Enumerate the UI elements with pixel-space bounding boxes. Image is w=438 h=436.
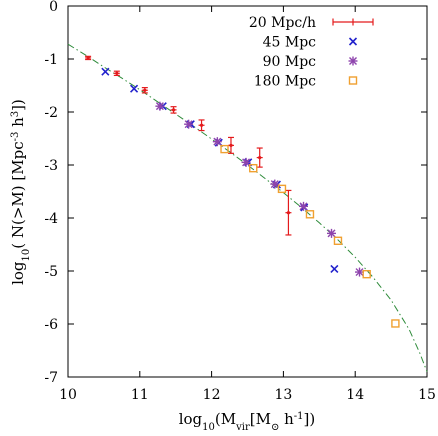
x-tick-label: 15 xyxy=(418,387,436,403)
x-tick-label: 12 xyxy=(203,387,221,403)
x-axis-title: log10(Mvir[M⊙ h-1]) xyxy=(179,410,316,433)
y-tick-label: -5 xyxy=(44,264,58,280)
marker-stroke xyxy=(101,67,110,76)
y-tick-label: 0 xyxy=(49,0,58,15)
error-bar-dot xyxy=(143,88,147,92)
data-point xyxy=(327,228,337,238)
legend-swatch xyxy=(348,76,358,85)
ylabel-mid2: h xyxy=(9,117,27,132)
marker-stroke xyxy=(249,163,258,173)
y-axis-title: log10( N(>M) [Mpc-3 h3]) xyxy=(9,99,32,285)
marker-stroke xyxy=(277,184,287,194)
data-point xyxy=(249,163,258,173)
data-point xyxy=(333,236,343,245)
marker-stroke xyxy=(220,144,229,154)
marker-stroke xyxy=(129,84,139,93)
marker-stroke xyxy=(362,269,371,279)
data-point xyxy=(184,119,194,129)
xlabel-mid3: h xyxy=(279,410,294,428)
data-point xyxy=(330,264,339,273)
data-point xyxy=(129,84,139,93)
error-bar-dot xyxy=(199,123,204,127)
legend-entry: 45 Mpc xyxy=(263,35,358,51)
error-bar-dot xyxy=(258,155,262,160)
error-bar-point xyxy=(227,136,234,154)
x-tick-label: 10 xyxy=(59,387,77,403)
data-point xyxy=(277,184,287,194)
data-point xyxy=(362,269,371,279)
y-tick-label: -7 xyxy=(44,370,58,386)
legend-swatch xyxy=(348,37,358,46)
series-0 xyxy=(85,55,292,236)
legend: 20 Mpc/h 45 Mpc 90 Mpc 180 Mpc xyxy=(249,15,374,90)
legend-label: 180 Mpc xyxy=(254,74,316,90)
data-point xyxy=(299,201,309,211)
legend-label: 45 Mpc xyxy=(263,35,317,51)
legend-label: 20 Mpc/h xyxy=(249,15,316,31)
xlabel-sup: -1 xyxy=(294,411,304,422)
marker-stroke xyxy=(305,210,315,219)
y-axis: 0 -1 -2 -3 -4 -5 -6 -7 xyxy=(44,0,427,386)
xlabel-sub2: vir xyxy=(235,422,250,433)
plot-area xyxy=(67,5,428,378)
data-point xyxy=(101,67,110,76)
legend-entry: 20 Mpc/h xyxy=(249,15,374,31)
error-bar-point xyxy=(198,119,205,132)
y-tick-label: -1 xyxy=(44,52,58,68)
error-bar-point xyxy=(113,70,120,77)
data-point xyxy=(212,137,222,147)
series-2 xyxy=(155,101,365,277)
xlabel-mid: (M xyxy=(215,410,236,428)
data-point xyxy=(241,157,251,167)
y-tick-label: -4 xyxy=(44,211,58,227)
legend-label: 90 Mpc xyxy=(263,54,317,70)
error-bar-dot xyxy=(286,211,291,215)
data-point xyxy=(220,144,229,154)
data-point xyxy=(391,319,400,328)
x-tick-label: 14 xyxy=(346,387,364,403)
xlabel-sub1: 10 xyxy=(202,422,215,433)
data-points-layer xyxy=(85,55,400,328)
legend-swatch xyxy=(348,56,358,66)
error-bar-dot xyxy=(229,143,233,147)
error-bar-point xyxy=(256,147,263,168)
marker-stroke xyxy=(330,264,339,273)
error-bar-dot xyxy=(86,56,90,60)
series-3 xyxy=(220,144,400,328)
ylabel-mid: ( N(>M) [Mpc xyxy=(9,141,27,248)
error-bar-point xyxy=(285,189,292,236)
legend-entry: 90 Mpc xyxy=(263,54,358,70)
error-bar-dot xyxy=(171,108,176,112)
xlabel-post: ]) xyxy=(304,410,316,428)
data-point xyxy=(155,101,165,111)
x-tick-label: 11 xyxy=(131,387,149,403)
ylabel-post: ]) xyxy=(9,99,27,111)
ylabel-sub: 10 xyxy=(21,249,32,262)
legend-entry: 180 Mpc xyxy=(254,74,358,90)
y-tick-label: -6 xyxy=(44,317,58,333)
ylabel-sup2: 3 xyxy=(10,111,21,117)
xlabel-sub3: ⊙ xyxy=(271,422,279,433)
data-point xyxy=(305,210,315,219)
xlabel-pre: log xyxy=(179,410,203,428)
error-bar-point xyxy=(141,87,148,94)
marker-stroke xyxy=(391,319,400,328)
x-tick-label: 13 xyxy=(274,387,292,403)
error-bar-dot xyxy=(115,71,119,75)
marker-stroke xyxy=(348,76,358,85)
y-tick-label: -2 xyxy=(44,105,58,121)
ylabel-pre: log xyxy=(9,261,27,285)
x-axis: 10 11 12 13 14 15 xyxy=(59,6,436,403)
y-tick-label: -3 xyxy=(44,158,58,174)
data-point xyxy=(270,179,280,189)
marker-stroke xyxy=(333,236,343,245)
error-bar-point xyxy=(170,106,177,114)
marker-stroke xyxy=(348,37,358,46)
ylabel-sup1: -3 xyxy=(10,132,21,142)
error-bar-point xyxy=(85,55,92,61)
xlabel-mid2: [M xyxy=(250,410,271,428)
